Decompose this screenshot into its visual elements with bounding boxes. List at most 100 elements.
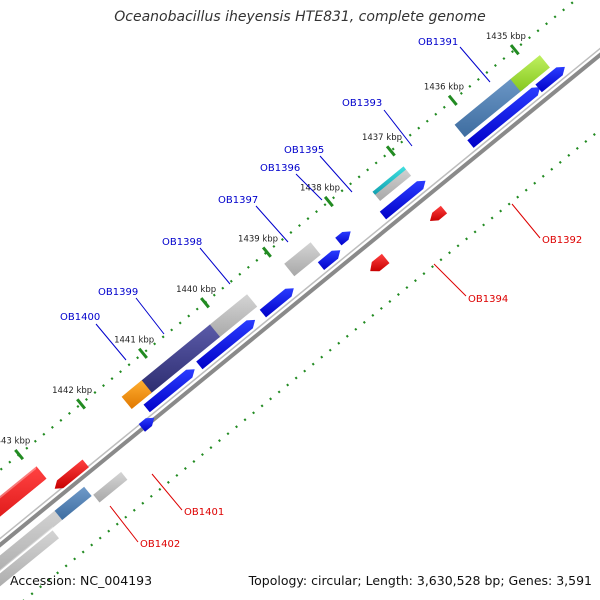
feature-ob1402-cog-gray-shade [0,502,60,556]
kbp-tick [385,145,396,157]
feature-ob1395-forward-shade [335,227,343,238]
gene-label-ob1394[interactable]: OB1394 [468,294,508,305]
kbp-label: 1441 kbp [114,335,154,345]
kbp-tick [76,398,86,410]
genome-backbone [0,52,600,548]
feature-ob1399-cog [140,324,220,394]
kbp-label: 1440 kbp [176,285,216,295]
feature-ob1391-cog [454,72,529,138]
gene-leader-line [199,247,231,285]
feature-ob1403-reverse [0,469,45,517]
gene-leader-line [95,323,127,361]
feature-ob1394-reverse-shade [366,249,383,267]
feature-ob1402-cog-band [0,530,59,587]
feature-ob1395-forward [335,231,351,246]
feature-ob1396-cog [284,242,321,277]
gene-label-ob1399[interactable]: OB1399 [98,287,138,298]
feature-ob1396-forward [317,250,341,270]
feature-ob1393-forward-shade [379,177,418,212]
feature-ob1399-forward-shade [143,365,187,405]
feature-ob1399-forward [143,369,195,413]
gene-leader-line [135,297,165,335]
gene-label-ob1395[interactable]: OB1395 [284,145,324,156]
label-group: 1435 kbp 1436 kbp 1437 kbp 1438 kbp 1439 kbp… [0,32,582,550]
feature-ob1397-forward-shade [259,284,286,310]
gene-leader-line [295,173,323,201]
feature-ob1402-cog-band-shade [0,526,54,574]
feature-ob1390-forward [535,66,565,93]
feature-ob1393-cog [372,166,412,201]
kbp-label: 1443 kbp [0,437,30,447]
feature-ob1401-reverse [54,459,89,489]
feature-ob1396-forward-shade [317,246,333,263]
feature-ob1397-forward [259,288,294,318]
kbp-label: 1439 kbp [238,234,278,244]
gene-label-ob1397[interactable]: OB1397 [218,195,258,206]
gene-label-ob1393[interactable]: OB1393 [342,98,382,109]
kbp-tick [261,246,272,258]
gene-label-ob1401[interactable]: OB1401 [184,507,224,518]
gene-label-ob1392[interactable]: OB1392 [542,235,582,246]
feature-ob1400-cog [121,380,152,409]
feature-ob1400-forward-shade [138,414,147,424]
gene-label-ob1400[interactable]: OB1400 [60,312,100,323]
feature-ob1390-cog [510,55,550,92]
feature-ob1398-forward [196,319,256,370]
feature-ob1403-reverse-shade [0,464,37,499]
feature-ob1391-cog-shade [454,68,519,125]
kbp-label: 1442 kbp [52,386,92,396]
feature-ob1391-forward [467,87,541,148]
gene-label-ob1402[interactable]: OB1402 [140,539,180,550]
feature-ob1402-reverse [54,486,92,520]
gene-leader-line [511,203,541,239]
feature-group [0,50,565,587]
feature-ob1398-forward-shade [196,316,247,362]
feature-ob1397-cog-shade [208,290,248,326]
gene-leader-line [459,46,491,83]
feature-ob1401-cog [93,471,128,503]
feature-ob1396-cog-shade [284,238,311,264]
genome-summary-text: Topology: circular; Length: 3,630,528 bp… [248,573,592,588]
feature-ob1397-cog [208,294,258,339]
feature-ob1400-forward [138,417,155,432]
feature-ob1390-forward-shade [535,63,557,85]
gene-label-ob1391[interactable]: OB1391 [418,37,458,48]
feature-ob1399-cog-shade [140,320,211,382]
gene-leader-line [151,473,183,511]
feature-ob1402-cog-red-shade [0,462,37,496]
kbp-tick [14,448,25,461]
feature-ob1392-reverse-shade [426,201,442,218]
gene-label-ob1398[interactable]: OB1398 [162,237,202,248]
kbp-tick [323,195,334,208]
feature-ob1391-forward-shade [467,83,532,141]
kbp-tick [138,347,148,359]
gene-leader-line [433,263,467,297]
feature-ob1400-cog-shade [121,376,143,397]
feature-ob1402-cog-gray [0,506,67,571]
kbp-label: 1438 kbp [300,184,340,194]
gene-leader-line [383,109,413,147]
feature-ob1401-reverse-shade [51,455,83,485]
kbp-label: 1436 kbp [424,82,464,92]
feature-ob1402-reverse-shade [54,482,85,511]
feature-ob1393-cog-band-shade [372,162,404,192]
map-title: Oceanobacillus iheyensis HTE831, complet… [114,9,486,25]
feature-ob1390-cog-shade [510,50,541,80]
gene-leader-line [109,505,139,543]
feature-ob1393-cog-shade [372,162,404,192]
feature-ob1394-reverse [370,253,390,272]
feature-ob1393-forward [379,180,426,220]
accession-text: Accession: NC_004193 [10,573,153,588]
kbp-tick [509,44,520,56]
feature-ob1393-cog-band [372,166,406,195]
kbp-label: 1435 kbp [486,32,526,42]
gene-leader-line [319,155,353,193]
gene-leader-line [255,205,289,243]
gene-label-ob1396[interactable]: OB1396 [260,163,300,174]
kbp-label: 1437 kbp [362,133,402,143]
kbp-tick [200,297,210,309]
kbp-tick [447,94,458,106]
feature-ob1401-cog-shade [93,467,122,495]
